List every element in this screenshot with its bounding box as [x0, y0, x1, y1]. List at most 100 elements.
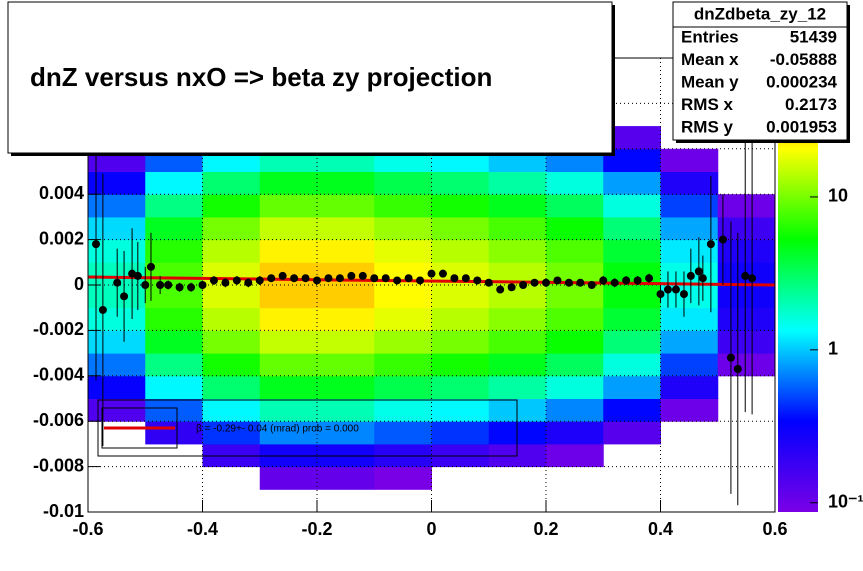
heat-cell	[317, 330, 375, 354]
heat-cell	[603, 285, 661, 309]
profile-point	[113, 278, 122, 287]
heat-cell	[374, 171, 432, 195]
heat-cell	[317, 353, 375, 377]
heat-cell	[88, 375, 146, 399]
heat-cell	[488, 353, 547, 377]
heat-cell	[374, 375, 432, 399]
profile-point	[301, 274, 310, 283]
heat-cell	[431, 307, 490, 331]
heat-cell	[145, 194, 203, 218]
heat-cell	[488, 307, 547, 331]
heat-cell	[546, 307, 604, 331]
heat-cell	[317, 285, 375, 309]
heat-cell	[603, 126, 661, 150]
profile-point	[255, 276, 264, 285]
heat-cell	[259, 307, 318, 331]
heat-cell	[88, 171, 146, 195]
profile-point	[98, 305, 107, 314]
heat-cell	[546, 239, 604, 263]
profile-point	[542, 278, 550, 287]
profile-point	[404, 274, 413, 283]
y-tick-label: -0.004	[33, 365, 84, 385]
legend: β = -0.29+- 0.04 (mrad) prob = 0.000	[97, 399, 518, 457]
heat-cell	[374, 466, 432, 490]
heat-cell	[317, 398, 375, 422]
heat-cell	[202, 171, 261, 195]
heat-cell	[88, 353, 146, 377]
heat-cell	[259, 239, 318, 263]
profile-point	[347, 271, 356, 280]
y-tick-label: -0.006	[33, 410, 84, 430]
profile-point	[496, 285, 505, 294]
legend-swatch-box	[101, 407, 178, 449]
heat-cell	[202, 194, 261, 218]
heat-cell	[202, 330, 261, 354]
profile-point	[645, 274, 654, 283]
heat-cell	[546, 171, 604, 195]
x-tick-label: -0.6	[72, 519, 103, 539]
heat-cell	[660, 375, 719, 399]
profile-point	[484, 278, 493, 287]
profile-point	[656, 290, 665, 299]
heat-cell	[259, 375, 318, 399]
heat-cell	[488, 421, 547, 445]
profile-point	[133, 271, 142, 280]
heat-cell	[603, 307, 661, 331]
stats-label: Mean x	[681, 50, 739, 69]
heat-cell	[374, 194, 432, 218]
profile-point	[599, 276, 608, 285]
profile-point	[141, 281, 150, 289]
heat-cell	[317, 307, 375, 331]
profile-point	[530, 278, 539, 287]
heat-cell	[431, 216, 490, 241]
heat-cell	[202, 239, 261, 263]
heat-cell	[88, 330, 146, 354]
profile-point	[671, 285, 680, 294]
profile-point	[741, 271, 750, 280]
stats-value: 0.001953	[766, 117, 837, 136]
profile-point	[393, 276, 402, 285]
profile-point	[438, 269, 447, 278]
heat-cell	[717, 330, 775, 354]
x-tick-label: 0.2	[533, 519, 558, 539]
profile-point	[473, 276, 482, 285]
heat-cell	[546, 398, 604, 422]
stats-label: RMS x	[681, 95, 734, 114]
heat-cell	[88, 194, 146, 218]
heat-cell	[202, 307, 261, 331]
stats-value: -0.05888	[770, 50, 837, 69]
profile-point	[146, 262, 155, 271]
profile-point	[267, 274, 276, 283]
heat-cell	[374, 398, 432, 422]
heat-cell	[603, 239, 661, 263]
heat-cell	[546, 216, 604, 241]
profile-point	[718, 235, 727, 244]
heat-cell	[546, 330, 604, 354]
profile-point	[519, 281, 528, 289]
profile-point	[686, 271, 695, 280]
profile-point	[427, 269, 436, 278]
z-tick-label: 10	[828, 186, 848, 206]
heat-cell	[603, 353, 661, 377]
profile-point	[290, 274, 299, 283]
heat-cell	[660, 239, 719, 263]
heat-cell	[660, 330, 719, 354]
heat-cell	[431, 375, 490, 399]
x-tick-label: 0	[426, 519, 436, 539]
heat-cell	[546, 421, 604, 445]
heat-cell	[259, 285, 318, 309]
stats-value: 0.2173	[785, 95, 837, 114]
heat-cell	[145, 398, 203, 422]
heat-cell	[88, 216, 146, 241]
profile-point	[120, 292, 129, 301]
heat-cell	[717, 239, 775, 263]
profile-point	[244, 278, 253, 287]
chart-title: dnZ versus nxO => beta zy projection	[30, 62, 492, 92]
heat-cell	[488, 398, 547, 422]
heat-cell	[259, 216, 318, 241]
y-tick-label: -0.002	[33, 319, 84, 339]
profile-point	[175, 283, 184, 292]
profile-point	[663, 285, 672, 294]
heat-cell	[488, 443, 547, 468]
profile-point	[576, 278, 585, 287]
